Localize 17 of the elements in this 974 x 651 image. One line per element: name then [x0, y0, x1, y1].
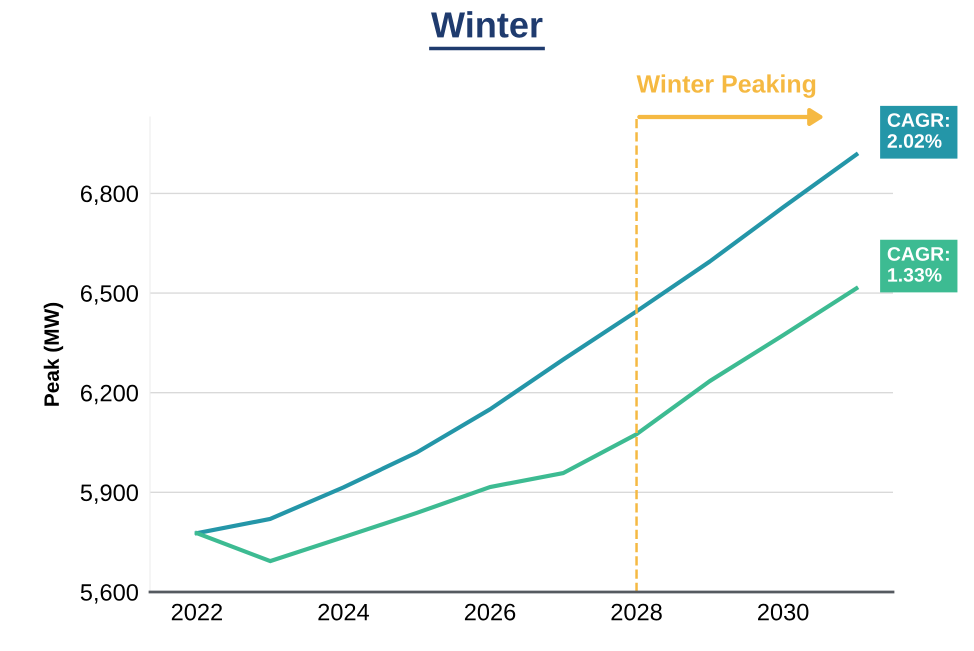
- line-series: [194, 152, 858, 536]
- annotation: CAGR: 2.02%: [888, 113, 949, 148]
- ref-line-label: Winter Peaking: [636, 74, 816, 98]
- chart-title: Winter: [431, 11, 542, 38]
- y-tick-label: 5,900: [80, 484, 138, 504]
- y-axis-title: Peak (MW): [44, 302, 64, 406]
- y-tick-label: 6,500: [81, 285, 138, 305]
- y-tick-label: 5,600: [80, 584, 138, 604]
- x-tick-label: 2022: [172, 604, 222, 620]
- x-tick-label: 2028: [611, 604, 662, 620]
- x-tick-label: 2026: [464, 604, 516, 620]
- annotation: CAGR: 1.33%: [888, 247, 949, 282]
- y-tick-label: 6,200: [81, 384, 138, 404]
- x-tick-label: 2024: [318, 604, 370, 620]
- y-tick-label: 6,800: [81, 185, 138, 205]
- x-tick-label: 2030: [758, 604, 808, 620]
- line-series: [194, 286, 858, 564]
